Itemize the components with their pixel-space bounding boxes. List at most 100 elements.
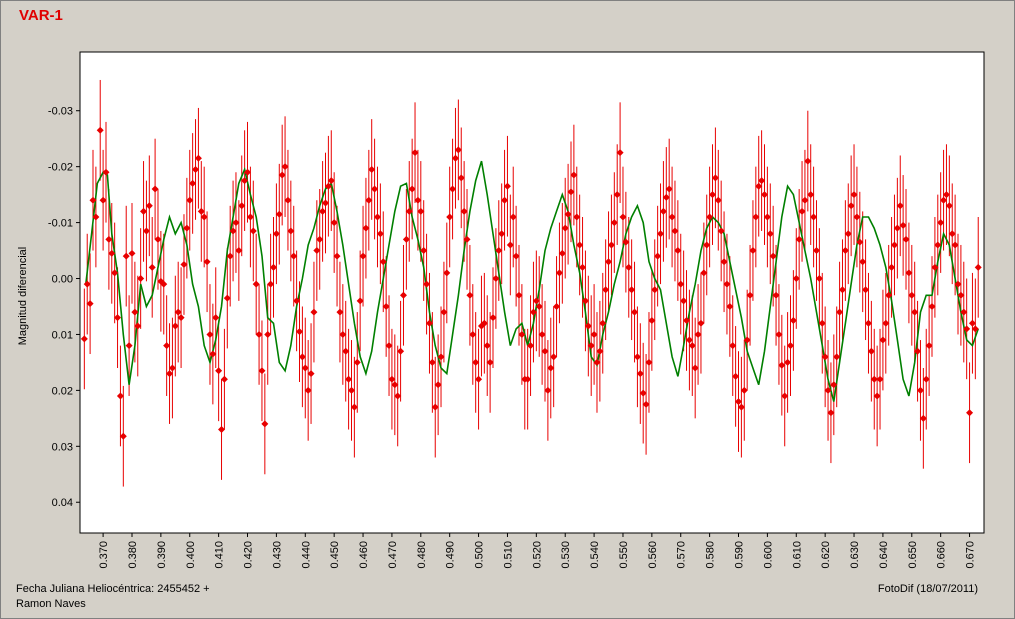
data-point [639, 389, 647, 397]
x-tick-label: 0.470 [387, 541, 399, 569]
data-point [163, 342, 171, 350]
data-point [215, 367, 223, 375]
data-point [119, 432, 127, 440]
axes [76, 51, 985, 537]
software-label: FotoDif (18/07/2011) [877, 583, 978, 595]
data-point [558, 249, 566, 257]
data-point [732, 372, 740, 380]
data-point [168, 364, 176, 372]
data-point [278, 171, 286, 179]
data-point [460, 207, 468, 215]
data-point [766, 230, 774, 238]
y-tick-label: -0.03 [48, 106, 73, 118]
data-point [330, 219, 338, 227]
data-point [437, 353, 445, 361]
data-point [841, 247, 849, 255]
data-point [223, 294, 231, 302]
data-point [735, 398, 743, 406]
data-point [454, 146, 462, 154]
data-point [683, 316, 691, 324]
data-point [218, 426, 226, 434]
data-point [593, 358, 601, 366]
data-point [186, 196, 194, 204]
data-point [867, 347, 875, 355]
data-point [902, 235, 910, 243]
data-point [971, 325, 979, 333]
data-point [864, 319, 872, 327]
data-point [371, 185, 379, 193]
data-point [249, 227, 257, 235]
data-point [414, 196, 422, 204]
data-point [86, 300, 94, 308]
data-point [83, 280, 91, 288]
data-point [838, 286, 846, 294]
data-point [763, 213, 771, 221]
data-point [789, 316, 797, 324]
data-point [405, 207, 413, 215]
data-point [310, 308, 318, 316]
x-tick-label: 0.420 [243, 541, 255, 569]
data-point [194, 154, 202, 162]
data-point [954, 280, 962, 288]
data-point [830, 381, 838, 389]
data-point [137, 275, 145, 283]
data-point [812, 247, 820, 255]
data-point [821, 353, 829, 361]
data-point [220, 375, 228, 383]
data-point [495, 247, 503, 255]
data-point [399, 291, 407, 299]
data-point [729, 342, 737, 350]
data-point [229, 227, 237, 235]
data-point [353, 358, 361, 366]
data-point [319, 207, 327, 215]
data-point [899, 221, 907, 229]
data-point [469, 330, 477, 338]
data-point [350, 403, 358, 411]
data-point [301, 364, 309, 372]
data-point [853, 213, 861, 221]
data-point [541, 347, 549, 355]
data-point [244, 168, 252, 176]
data-point [114, 314, 122, 322]
data-point [570, 171, 578, 179]
data-point [446, 213, 454, 221]
data-point [246, 213, 254, 221]
data-point [919, 414, 927, 422]
data-point [304, 386, 312, 394]
x-tick-label: 0.640 [878, 541, 890, 569]
x-tick-label: 0.400 [185, 541, 197, 569]
x-tick-label: 0.620 [820, 541, 832, 569]
data-point [287, 227, 295, 235]
data-point [296, 328, 304, 336]
data-point [241, 177, 249, 185]
data-point [212, 314, 220, 322]
data-point [313, 247, 321, 255]
data-point [486, 358, 494, 366]
data-point [786, 342, 794, 350]
data-point [183, 224, 191, 232]
data-point [339, 330, 347, 338]
x-tick-label: 0.630 [849, 541, 861, 569]
data-point [475, 375, 483, 383]
fit-line [85, 160, 979, 402]
data-point [680, 297, 688, 305]
data-point [555, 269, 563, 277]
data-point [264, 330, 272, 338]
data-point [671, 227, 679, 235]
data-point [966, 409, 974, 417]
data-point [261, 420, 269, 428]
y-tick-label: 0.01 [52, 329, 73, 341]
y-tick-label: 0.00 [52, 274, 73, 286]
data-point [142, 227, 150, 235]
data-point [174, 308, 182, 316]
data-point [596, 347, 604, 355]
data-point [775, 330, 783, 338]
x-tick-label: 0.600 [762, 541, 774, 569]
data-point [336, 308, 344, 316]
data-point [960, 308, 968, 316]
data-point [625, 263, 633, 271]
data-point [189, 179, 197, 187]
data-point [859, 258, 867, 266]
data-point [818, 319, 826, 327]
